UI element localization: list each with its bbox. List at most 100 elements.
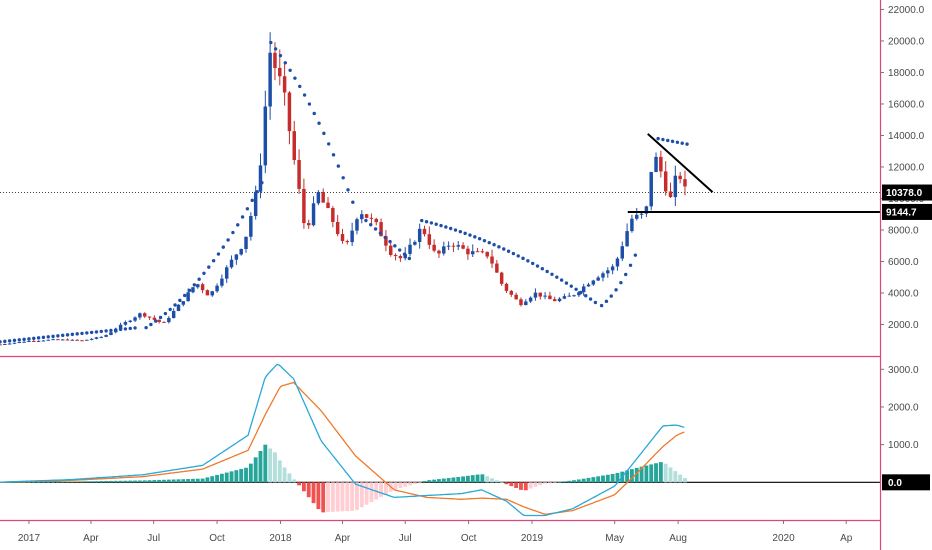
sar-dot xyxy=(317,121,321,125)
macd-histogram-bar xyxy=(355,482,359,510)
candle-body xyxy=(620,246,625,259)
sar-dot xyxy=(468,233,472,237)
sar-dot xyxy=(439,223,443,228)
macd-histogram-bar xyxy=(306,482,311,498)
candle-body xyxy=(470,251,475,255)
macd-histogram-bar xyxy=(359,482,364,508)
macd-histogram-bar xyxy=(441,478,446,483)
sar-dot xyxy=(341,176,345,180)
candle-body xyxy=(210,291,214,296)
macd-histogram-bar xyxy=(543,482,548,484)
sar-dot xyxy=(27,337,31,341)
macd-histogram-bar xyxy=(113,480,118,483)
price-tick-label: 4000.0 xyxy=(888,288,919,299)
macd-histogram-bar xyxy=(84,481,89,483)
macd-tick-label: 3000.0 xyxy=(888,365,919,376)
macd-histogram-bar xyxy=(601,475,605,483)
candle-body xyxy=(374,218,378,223)
macd-histogram-bar xyxy=(248,463,253,483)
price-tick-label: 22000.0 xyxy=(888,5,925,16)
sar-dot xyxy=(569,284,573,288)
sar-dot xyxy=(429,221,434,225)
candle-body xyxy=(56,339,60,341)
macd-histogram-bar xyxy=(282,467,287,483)
macd-histogram-bar xyxy=(417,482,422,484)
sar-dot xyxy=(65,333,70,337)
candle-body xyxy=(3,343,7,345)
macd-histogram-bar xyxy=(547,482,552,484)
macd-histogram-bar xyxy=(104,481,109,483)
sar-dot xyxy=(312,111,316,116)
time-tick-label: Oct xyxy=(461,533,477,544)
macd-signal-line xyxy=(0,381,685,515)
candle-body xyxy=(239,249,243,255)
candle-body xyxy=(364,214,369,218)
candle-body xyxy=(7,343,12,345)
sar-dot xyxy=(633,253,638,257)
candle-body xyxy=(65,339,70,341)
macd-histogram-bar xyxy=(499,482,504,484)
macd-histogram-bar xyxy=(36,481,41,483)
sar-dot xyxy=(424,220,429,224)
sar-dot xyxy=(94,330,99,334)
macd-histogram-bar xyxy=(615,472,620,483)
sar-dot xyxy=(128,326,132,331)
macd-histogram-bar xyxy=(162,479,166,483)
time-tick-label: 2020 xyxy=(772,533,795,544)
sar-dot xyxy=(236,223,240,227)
sar-dot xyxy=(346,188,350,192)
candle-body xyxy=(393,254,398,257)
candle-body xyxy=(548,295,552,300)
macd-histogram-bar xyxy=(610,473,615,483)
candle-body xyxy=(133,317,137,321)
macd-histogram-bar xyxy=(277,460,282,483)
candle-body xyxy=(422,228,427,235)
sar-dot xyxy=(584,294,588,298)
support-level-badge xyxy=(882,203,932,220)
candle-body xyxy=(224,267,229,279)
candle-body xyxy=(196,284,200,288)
candle-body xyxy=(94,337,99,339)
sar-dot xyxy=(487,240,491,245)
sar-dot xyxy=(322,131,326,136)
sar-dot xyxy=(293,76,297,80)
candle-body xyxy=(490,256,494,264)
macd-histogram-bar xyxy=(393,482,398,490)
macd-histogram-bar xyxy=(567,480,572,483)
time-tick-label: Ap xyxy=(840,533,853,544)
macd-histogram-bar xyxy=(528,482,533,489)
candle-body xyxy=(147,316,152,318)
candle-body xyxy=(263,106,268,166)
macd-histogram-bar xyxy=(432,479,437,483)
sar-dot xyxy=(458,229,463,234)
macd-histogram-bar xyxy=(46,481,51,483)
candle-body xyxy=(446,245,451,247)
sar-dot xyxy=(378,231,383,235)
macd-histogram-bar xyxy=(683,478,687,483)
macd-histogram-bar xyxy=(552,482,557,484)
macd-histogram-bar xyxy=(586,477,591,483)
candle-body xyxy=(273,52,277,68)
candle-body xyxy=(157,319,161,322)
sar-dot xyxy=(202,271,206,276)
sar-dot xyxy=(118,327,123,332)
sar-dot xyxy=(680,141,684,145)
sar-dot xyxy=(0,340,2,344)
candle-body xyxy=(654,156,658,172)
macd-histogram-bar xyxy=(65,481,70,483)
macd-histogram-bar xyxy=(316,482,321,510)
sar-dot xyxy=(656,136,660,141)
candle-body xyxy=(388,245,393,255)
sar-dot xyxy=(685,142,689,146)
sar-dot xyxy=(388,239,392,244)
sar-dot xyxy=(182,293,187,298)
sar-dot xyxy=(482,238,487,243)
sar-dot xyxy=(104,329,108,333)
macd-histogram-bar xyxy=(369,482,374,503)
candle-body xyxy=(181,301,186,305)
candle-body xyxy=(461,245,465,249)
macd-histogram-bar xyxy=(461,476,466,483)
macd-histogram-bar xyxy=(186,479,191,483)
candle-body xyxy=(229,259,234,268)
